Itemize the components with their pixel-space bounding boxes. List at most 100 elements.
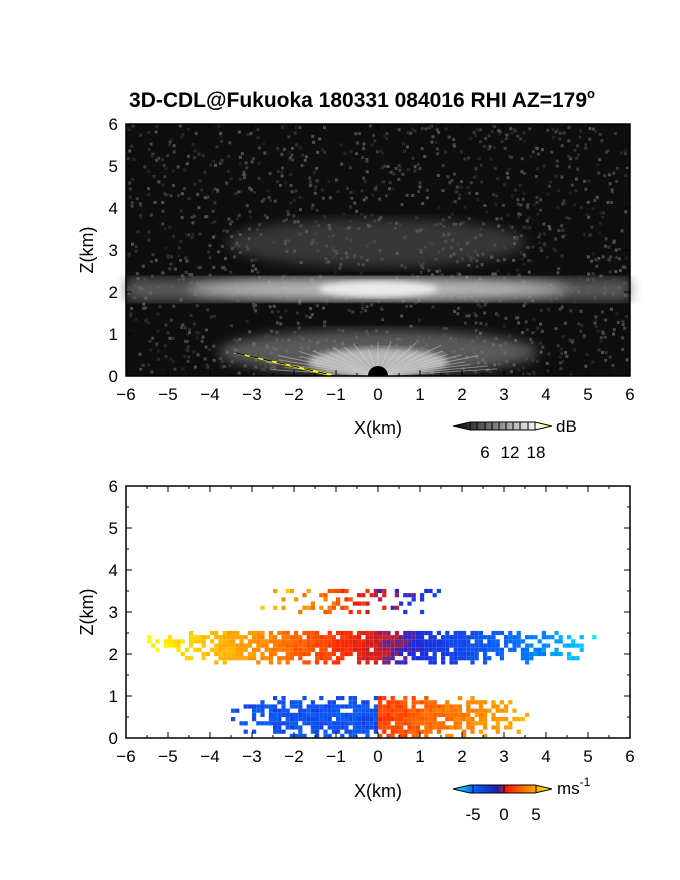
x-tick-label: 6 <box>625 747 634 766</box>
velocity-pixel <box>478 717 483 722</box>
velocity-pixel <box>491 725 496 730</box>
velocity-pixel <box>193 639 198 644</box>
velocity-pixel <box>386 630 391 636</box>
velocity-pixel <box>348 712 353 717</box>
velocity-pixel <box>273 588 278 594</box>
velocity-pixel <box>344 588 349 594</box>
noise-speck <box>161 271 165 275</box>
noise-speck <box>554 249 558 253</box>
noise-speck <box>425 196 429 200</box>
noise-speck <box>475 265 479 268</box>
noise-speck <box>475 259 479 263</box>
noise-speck <box>514 188 518 192</box>
velocity-pixel <box>315 643 320 648</box>
noise-speck <box>472 176 476 179</box>
velocity-pixel <box>394 643 399 648</box>
noise-speck <box>161 158 165 162</box>
velocity-pixel <box>453 704 458 709</box>
velocity-pixel <box>331 725 336 730</box>
velocity-pixel <box>415 733 420 738</box>
noise-speck <box>211 189 214 193</box>
velocity-pixel <box>399 601 404 606</box>
noise-speck <box>540 329 544 333</box>
velocity-pixel <box>327 651 332 657</box>
noise-speck <box>617 247 621 251</box>
velocity-pixel <box>319 708 324 713</box>
velocity-pixel <box>512 635 517 640</box>
noise-speck <box>608 355 612 359</box>
velocity-pixel <box>285 712 290 717</box>
velocity-pixel <box>243 647 248 652</box>
noise-speck <box>503 146 507 150</box>
velocity-pixel <box>289 656 294 661</box>
noise-speck <box>579 329 583 333</box>
velocity-pixel <box>441 660 446 665</box>
velocity-pixel <box>575 656 580 661</box>
velocity-pixel <box>214 643 219 648</box>
noise-speck <box>532 203 536 207</box>
noise-speck <box>311 313 314 317</box>
velocity-pixel <box>403 593 408 598</box>
noise-speck <box>354 132 358 136</box>
velocity-pixel <box>499 717 504 722</box>
noise-speck <box>171 169 175 173</box>
velocity-pixel <box>478 639 483 644</box>
noise-speck <box>192 322 196 326</box>
noise-speck <box>256 136 260 140</box>
noise-speck <box>614 270 618 273</box>
velocity-pixel <box>487 708 492 713</box>
noise-speck <box>469 181 473 185</box>
velocity-pixel <box>579 635 584 640</box>
velocity-pixel <box>331 639 336 644</box>
velocity-pixel <box>281 643 286 648</box>
velocity-pixel <box>483 733 488 738</box>
noise-speck <box>595 264 599 268</box>
noise-speck <box>150 154 154 158</box>
noise-speck <box>328 196 332 200</box>
noise-speck <box>327 179 331 183</box>
noise-speck <box>323 215 327 219</box>
noise-speck <box>136 230 140 234</box>
velocity-pixel <box>457 630 462 636</box>
velocity-pixel <box>453 643 458 648</box>
velocity-pixel <box>424 700 429 705</box>
velocity-pixel <box>243 704 248 709</box>
noise-speck <box>380 180 384 184</box>
noise-speck <box>378 197 382 201</box>
velocity-pixel <box>365 639 370 644</box>
velocity-pixel <box>365 635 370 640</box>
noise-speck <box>406 131 410 135</box>
noise-speck <box>219 357 223 361</box>
noise-speck <box>256 270 260 274</box>
noise-speck <box>411 273 415 277</box>
velocity-pixel <box>432 717 437 722</box>
noise-speck <box>254 309 258 313</box>
velocity-pixel <box>243 643 248 648</box>
velocity-pixel <box>424 729 429 734</box>
noise-speck <box>298 146 302 150</box>
velocity-pixel <box>306 712 311 717</box>
velocity-pixel <box>457 725 462 730</box>
velocity-pixel <box>365 712 370 717</box>
velocity-pixel <box>378 721 383 726</box>
noise-speck <box>441 189 445 193</box>
noise-speck <box>295 143 299 147</box>
noise-speck <box>444 127 448 131</box>
velocity-pixel <box>512 647 517 652</box>
noise-speck <box>213 220 217 224</box>
velocity-pixel <box>218 651 223 657</box>
noise-speck <box>139 215 143 219</box>
velocity-pixel <box>445 712 450 717</box>
colorbar-db: dB 6 12 18 <box>452 417 577 462</box>
noise-speck <box>348 205 352 209</box>
noise-speck <box>150 260 153 264</box>
y-tick-label: 2 <box>109 645 118 664</box>
noise-speck <box>355 152 359 156</box>
velocity-pixel <box>231 643 236 648</box>
velocity-pixel <box>155 647 160 652</box>
noise-speck <box>604 351 608 355</box>
velocity-pixel <box>474 708 479 713</box>
velocity-pixel <box>411 651 416 657</box>
velocity-pixel <box>462 733 467 738</box>
noise-speck <box>447 215 451 219</box>
